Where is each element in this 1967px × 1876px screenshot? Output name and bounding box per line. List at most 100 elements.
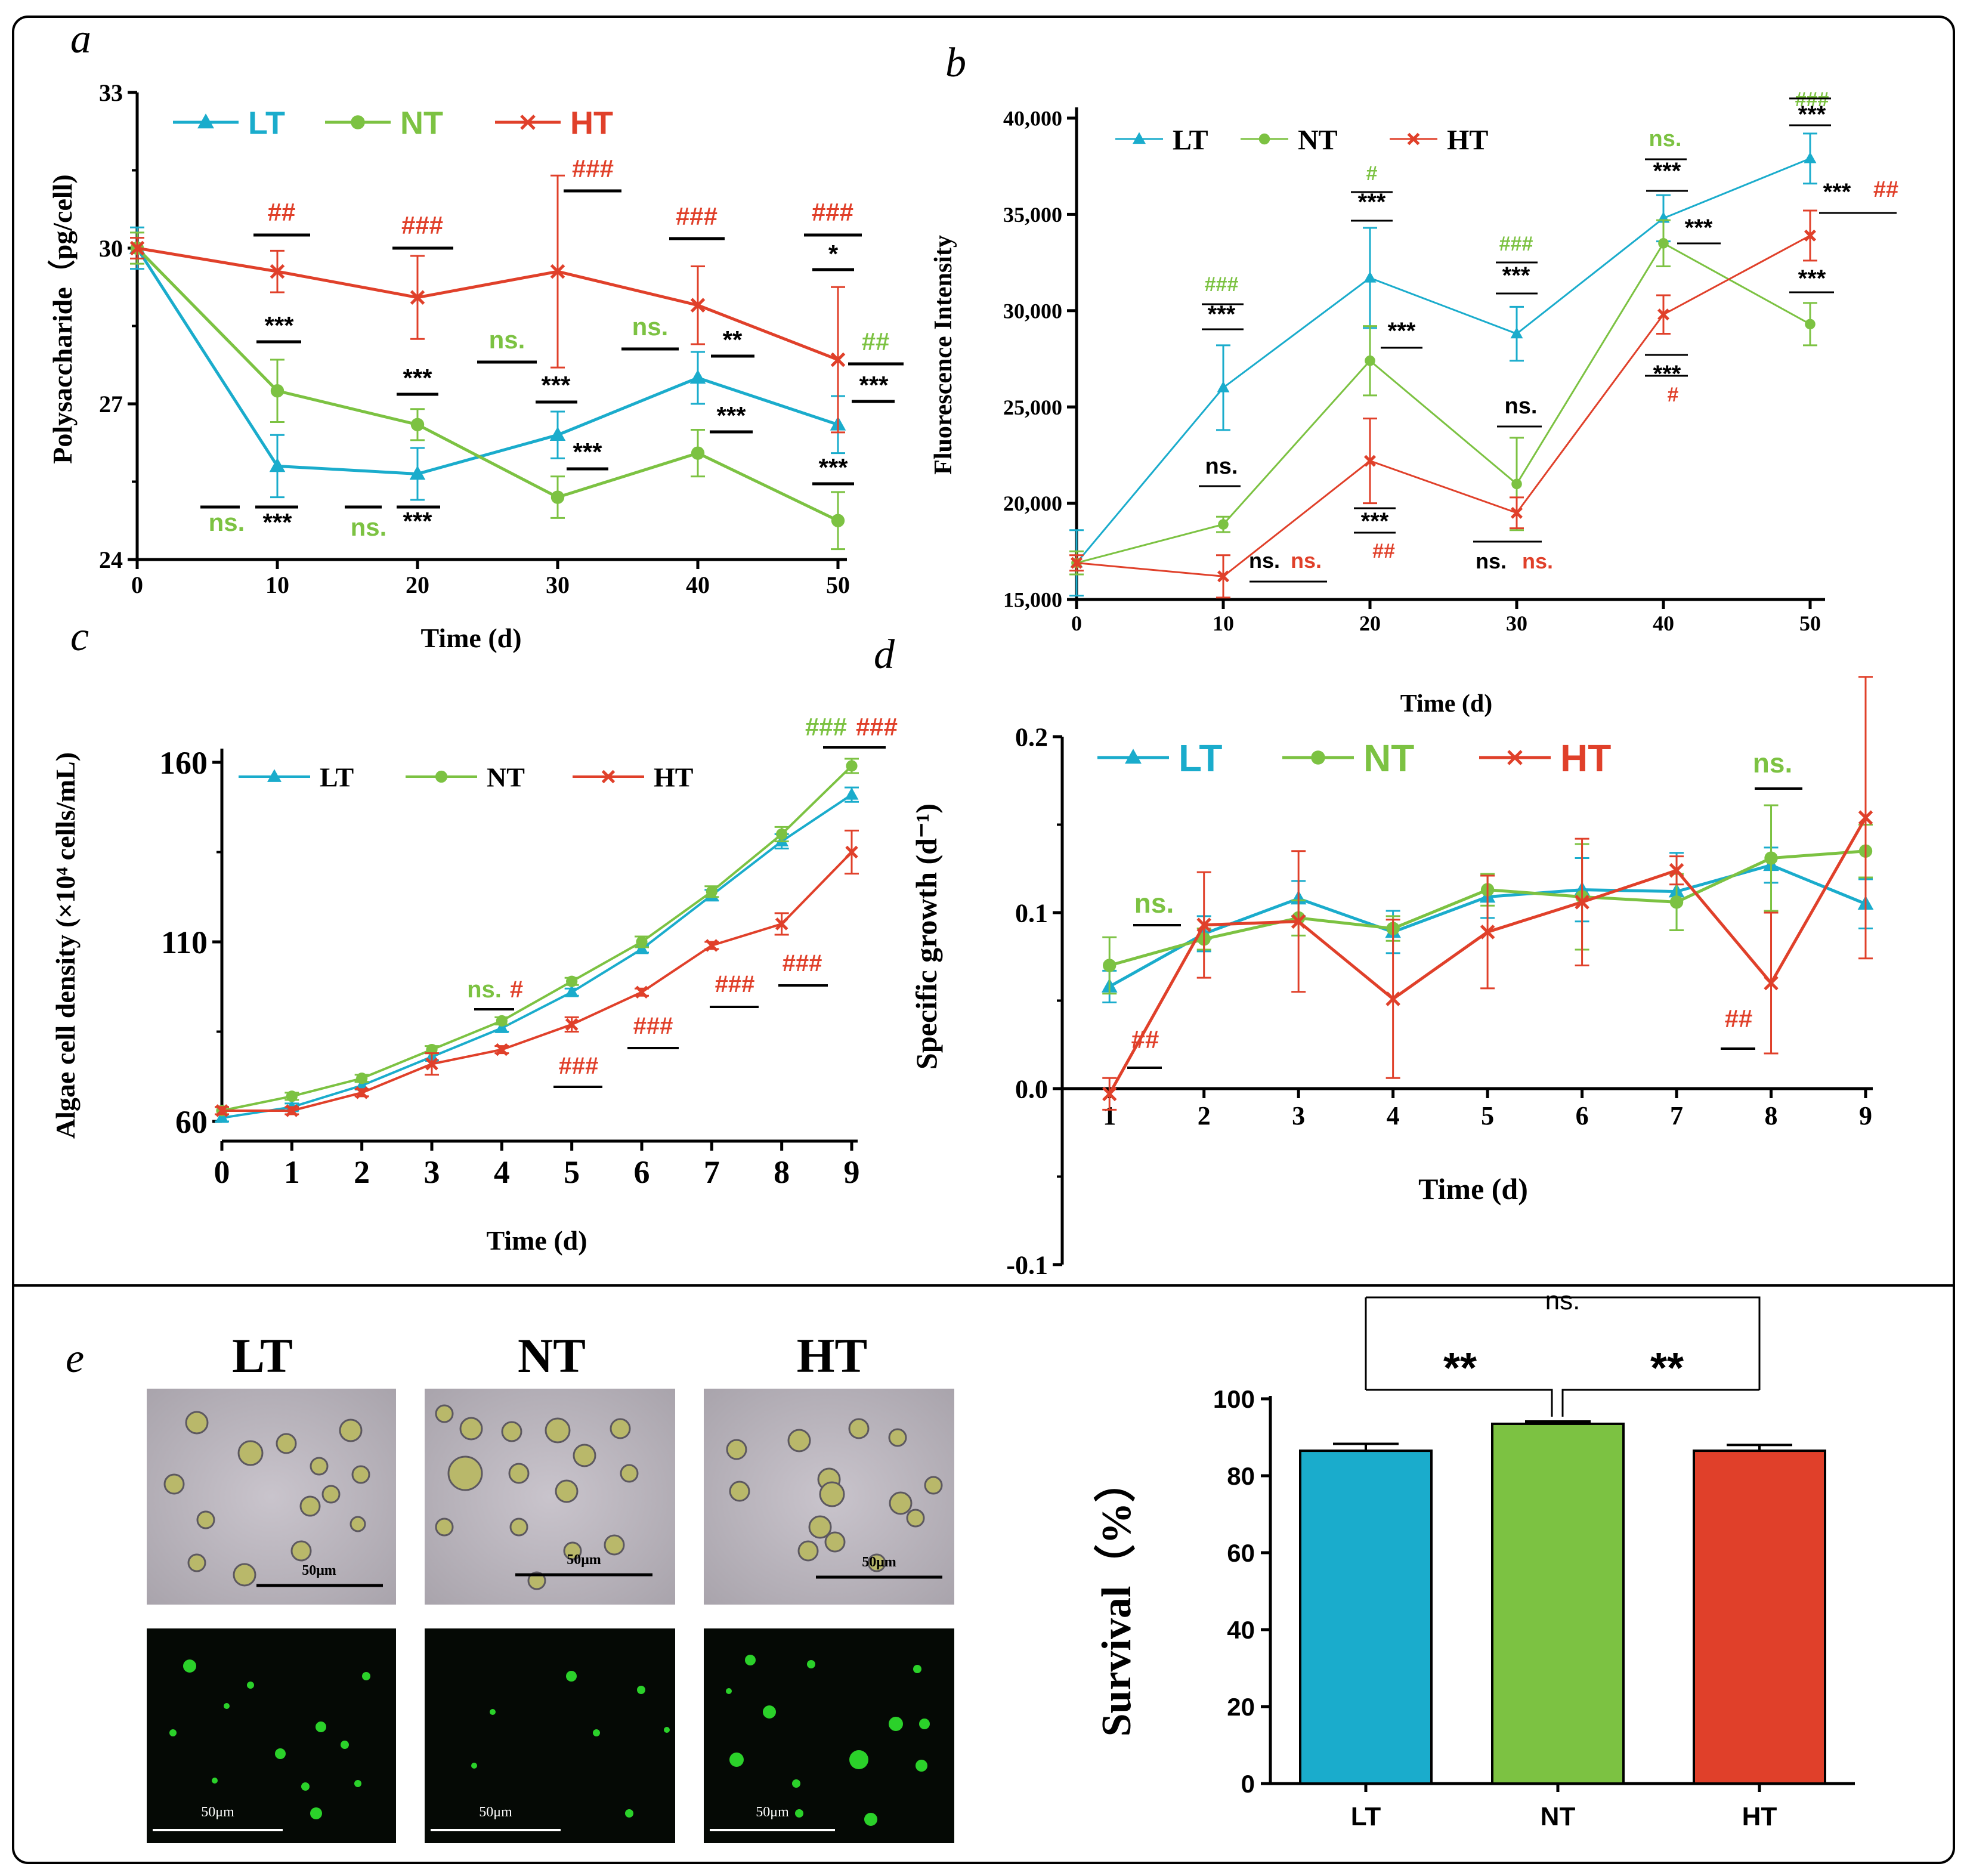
x-tick-label: 3 bbox=[424, 1154, 440, 1190]
cell-shape bbox=[185, 1411, 209, 1435]
data-point-marker bbox=[215, 1110, 229, 1123]
data-point-marker bbox=[1480, 925, 1495, 939]
cell-shape bbox=[867, 1553, 886, 1572]
y-tick-label: 0.0 bbox=[1015, 1074, 1048, 1104]
data-point-marker bbox=[286, 1090, 298, 1102]
significance-label: ### bbox=[715, 971, 755, 997]
error-bar bbox=[1333, 1442, 1399, 1451]
significance-label: *** bbox=[1502, 262, 1530, 289]
data-point-marker bbox=[845, 845, 858, 859]
fluorescent-cell bbox=[637, 1686, 645, 1694]
data-point-marker bbox=[1575, 895, 1589, 910]
data-point-marker bbox=[565, 985, 579, 997]
x-tick-label: LT bbox=[1351, 1802, 1381, 1831]
cell-shape bbox=[888, 1428, 907, 1447]
data-point-marker bbox=[845, 787, 859, 800]
data-point-marker bbox=[270, 264, 285, 279]
micrograph-grid: LT NT HT 50μm 50μm 50μm 50μm 50μm 50μm bbox=[147, 1328, 954, 1843]
y-tick-label: 33 bbox=[99, 79, 123, 106]
significance-label: ### bbox=[559, 1053, 599, 1079]
data-point-marker bbox=[1385, 991, 1400, 1006]
cell-shape bbox=[787, 1429, 811, 1452]
significance-label: ns. bbox=[1205, 454, 1238, 479]
chart-fluorescence: 15,000 20,000 25,000 30,000 35,000 40,000 0 10 2… bbox=[930, 88, 1898, 718]
fluorescent-cell bbox=[864, 1813, 877, 1826]
x-tick-label: 2 bbox=[1198, 1101, 1211, 1130]
legend-label-lt: LT bbox=[320, 762, 354, 793]
legend-label-nt: NT bbox=[487, 762, 525, 793]
cell-shape bbox=[310, 1457, 329, 1476]
cell-shape bbox=[321, 1485, 341, 1504]
significance-label: *** bbox=[262, 508, 292, 536]
x-tick-label: 1 bbox=[284, 1154, 300, 1190]
fluorescent-cell bbox=[362, 1672, 370, 1680]
cell-shape bbox=[573, 1444, 596, 1467]
fluorescent-cell bbox=[849, 1750, 868, 1769]
legend-label-ht: HT bbox=[1560, 737, 1611, 780]
data-point-marker bbox=[601, 769, 616, 784]
bar-ht bbox=[1693, 1450, 1826, 1785]
fluorescent-cell bbox=[916, 1760, 927, 1772]
significance-label: *** bbox=[1798, 265, 1826, 292]
legend-label-ht: HT bbox=[1447, 124, 1488, 156]
cell-shape bbox=[808, 1515, 832, 1539]
data-point-marker bbox=[689, 369, 706, 384]
cell-shape bbox=[824, 1531, 846, 1553]
series-line-ht bbox=[222, 851, 853, 1112]
significance-bracket bbox=[1366, 1389, 1759, 1417]
data-point-marker bbox=[1217, 381, 1230, 392]
x-tick-label: 9 bbox=[844, 1154, 860, 1190]
series-line-nt bbox=[1076, 242, 1811, 564]
outer-frame bbox=[12, 16, 1955, 1864]
error-bar bbox=[1525, 1420, 1591, 1424]
legend-label-ht: HT bbox=[654, 762, 693, 793]
y-tick-label: 0.1 bbox=[1015, 898, 1048, 928]
significance-label: *** bbox=[1358, 189, 1386, 215]
fluorescent-cell bbox=[664, 1727, 670, 1733]
significance-label: ### bbox=[572, 154, 614, 183]
significance-label: ns. bbox=[1134, 888, 1174, 919]
y-tick-label: 20 bbox=[1227, 1693, 1255, 1721]
data-point-marker bbox=[1805, 319, 1816, 330]
series-line-nt bbox=[136, 247, 839, 523]
fluorescent-cell bbox=[490, 1709, 496, 1715]
data-point-marker bbox=[1657, 308, 1670, 321]
fluorescent-cell bbox=[301, 1782, 310, 1791]
significance-label: ## bbox=[268, 198, 296, 226]
significance-label: ### bbox=[805, 713, 847, 741]
fluorescent-cell bbox=[729, 1753, 744, 1767]
data-point-marker bbox=[1407, 132, 1420, 146]
data-point-marker bbox=[356, 1073, 368, 1084]
series-line-ht bbox=[137, 246, 839, 361]
x-tick-label: NT bbox=[1541, 1802, 1576, 1831]
significance-label: *** bbox=[1208, 301, 1236, 327]
data-point-marker bbox=[1510, 506, 1523, 519]
chart-cell-density: 60 110 160 0 1 2 3 4 5 6 7 8 9 Time (d) Algae cell den… bbox=[50, 713, 898, 1256]
data-point-marker bbox=[565, 1018, 579, 1031]
bar-lt bbox=[1299, 1450, 1433, 1785]
significance-label: ## bbox=[1131, 1025, 1159, 1053]
fluorescent-cell bbox=[183, 1659, 196, 1673]
legend-label-nt: NT bbox=[1298, 124, 1338, 156]
scale-bar-label: 50μm bbox=[862, 1554, 896, 1570]
x-tick-label: 40 bbox=[686, 571, 710, 598]
data-point-marker bbox=[690, 298, 706, 313]
x-tick-label: HT bbox=[1742, 1802, 1777, 1831]
fluorescent-cell bbox=[275, 1748, 286, 1759]
significance-label: *** bbox=[541, 371, 571, 399]
cell-shape bbox=[163, 1473, 185, 1495]
y-tick-label: 35,000 bbox=[1003, 203, 1062, 227]
legend-label-lt: LT bbox=[1173, 124, 1208, 156]
significance-label: *** bbox=[573, 438, 602, 466]
significance-label: ns. bbox=[632, 313, 669, 341]
significance-label: ### bbox=[812, 198, 853, 226]
x-tick-label: 20 bbox=[406, 571, 429, 598]
data-point-marker bbox=[520, 115, 536, 130]
significance-label: *** bbox=[1798, 101, 1826, 128]
cell-shape bbox=[797, 1540, 819, 1562]
data-point-marker bbox=[1507, 750, 1523, 765]
x-tick-label: 3 bbox=[1292, 1101, 1305, 1130]
y-tick-label: 160 bbox=[159, 745, 208, 781]
data-point-marker bbox=[1764, 851, 1778, 865]
